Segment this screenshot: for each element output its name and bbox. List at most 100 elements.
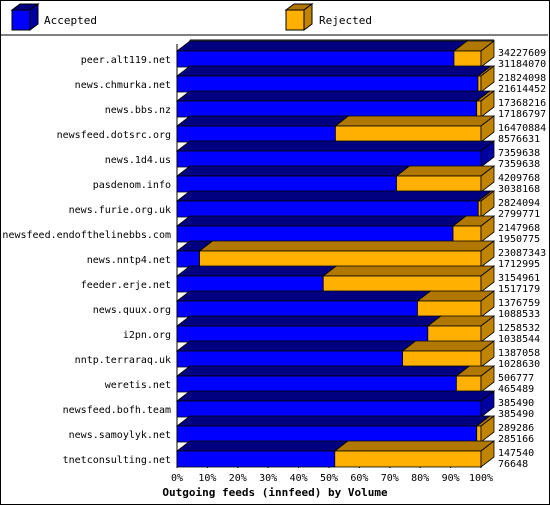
bar-end-face [480, 265, 495, 293]
bar-end-face [480, 415, 495, 443]
bar-row [175, 190, 496, 218]
row-label: pasdenom.info [93, 180, 171, 191]
bar-end-face [480, 165, 495, 193]
legend-swatch-rejected [284, 3, 314, 31]
value-label-total: 3154961 [498, 273, 540, 284]
bar-accepted [175, 215, 468, 243]
bar-accepted [175, 240, 214, 268]
value-label-accepted: 1038544 [498, 334, 540, 345]
bar-row [175, 440, 496, 468]
bar-accepted [175, 315, 442, 343]
row-label: i2pn.org [123, 330, 171, 341]
x-ticks: 0% 10% 20% 30% 40% 50% 60% 70% 80% 90% 100% [171, 464, 493, 484]
row-label: news.bbs.nz [105, 105, 171, 116]
value-label-total: 7359638 [498, 148, 540, 159]
value-label-accepted: 31184070 [498, 59, 546, 70]
bar-row [175, 390, 496, 418]
value-label-accepted: 17186797 [498, 109, 546, 120]
x-tick-label: 60% [350, 473, 368, 484]
bar-end-face [480, 390, 495, 418]
bar-accepted [175, 40, 469, 68]
bar-accepted [175, 415, 491, 443]
bar-end-face [480, 365, 495, 393]
row-label: newsfeed.bofh.team [63, 405, 171, 416]
x-tick-label: 70% [381, 473, 399, 484]
bars [175, 40, 496, 468]
value-label-total: 1387058 [498, 348, 540, 359]
bar-end-face [480, 90, 495, 118]
value-label-total: 1376759 [498, 298, 540, 309]
bar-end-face [480, 240, 495, 268]
value-label-total: 34227609 [498, 48, 546, 59]
value-label-total: 2147968 [498, 223, 540, 234]
bar-row [175, 40, 496, 68]
bar-row [175, 265, 496, 293]
bar-rejected [322, 265, 496, 293]
bar-accepted [175, 165, 411, 193]
value-label-accepted: 1517179 [498, 284, 540, 295]
value-label-total: 23087343 [498, 248, 546, 259]
row-label: news.chmurka.net [75, 80, 171, 91]
bar-row [175, 290, 496, 318]
bar-rejected [416, 290, 496, 318]
x-tick-label: 10% [198, 473, 216, 484]
bar-accepted [175, 140, 496, 168]
bar-end-face [480, 140, 495, 168]
bar-accepted [175, 65, 493, 93]
bar-rejected [333, 440, 496, 468]
bar-rejected [455, 365, 496, 393]
value-label-accepted: 21614452 [498, 84, 546, 95]
chart-title: Outgoing feeds (innfeed) by Volume [162, 486, 388, 499]
value-label-total: 147540 [498, 448, 534, 459]
bar-end-face [480, 290, 495, 318]
bar-end-face [480, 315, 495, 343]
bar-end-face [480, 190, 495, 218]
bar-row [175, 365, 496, 393]
bar-accepted [175, 390, 496, 418]
bar-accepted [175, 365, 471, 393]
bar-rejected [395, 165, 496, 193]
bar-row [175, 65, 496, 93]
value-label-total: 506777 [498, 373, 534, 384]
bar-accepted [175, 115, 350, 143]
value-label-accepted: 285166 [498, 434, 534, 445]
value-label-total: 1258532 [498, 323, 540, 334]
bar-accepted [175, 190, 493, 218]
bar-row [175, 415, 496, 443]
row-label: tnetconsulting.net [63, 455, 171, 466]
x-tick-label: 20% [229, 473, 247, 484]
bar-accepted [175, 290, 432, 318]
bar-end-face [480, 215, 495, 243]
value-label-total: 385490 [498, 398, 534, 409]
x-tick-label: 80% [411, 473, 429, 484]
value-label-accepted: 1950775 [498, 234, 540, 245]
value-label-accepted: 3038168 [498, 184, 540, 195]
row-label: news.furie.org.uk [69, 205, 171, 216]
row-label: news.nntp4.net [87, 255, 171, 266]
value-label-accepted: 76648 [498, 459, 528, 470]
bar-row [175, 215, 496, 243]
x-tick-label: 50% [320, 473, 338, 484]
bar-end-face [480, 440, 495, 468]
row-label: newsfeed.endofthelinebbs.com [2, 230, 171, 241]
row-label: nntp.terraraq.uk [75, 355, 171, 366]
bar-end-face [480, 65, 495, 93]
value-label-accepted: 2799771 [498, 209, 540, 220]
x-tick-label: 40% [290, 473, 308, 484]
bar-rejected [334, 115, 496, 143]
bar-row [175, 315, 496, 343]
value-label-total: 17368216 [498, 98, 546, 109]
legend-label-accepted: Accepted [44, 14, 97, 27]
row-label: feeder.erje.net [81, 280, 171, 291]
legend-label-rejected: Rejected [319, 14, 372, 27]
legend-swatch-accepted [10, 3, 40, 31]
bar-row [175, 115, 496, 143]
bar-row [175, 140, 496, 168]
bar-accepted [175, 265, 338, 293]
value-label-total: 2824094 [498, 198, 540, 209]
bar-row [175, 240, 496, 268]
row-label: news.quux.org [93, 305, 171, 316]
bar-accepted [175, 90, 491, 118]
value-label-accepted: 1712995 [498, 259, 540, 270]
